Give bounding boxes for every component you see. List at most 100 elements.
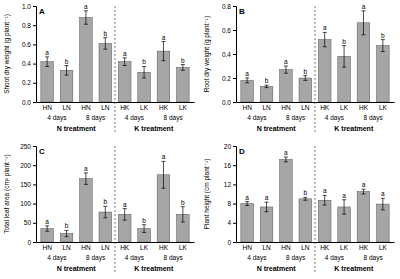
error-bar bbox=[181, 207, 185, 222]
error-cap bbox=[45, 231, 49, 232]
error-line bbox=[124, 209, 125, 221]
error-bar bbox=[45, 226, 49, 231]
error-line bbox=[305, 197, 306, 200]
y-tick-label: 0.4 bbox=[222, 51, 231, 58]
x-tick-label: LN bbox=[62, 104, 71, 111]
y-tick-mark bbox=[33, 44, 36, 45]
x-axis-line bbox=[37, 242, 195, 243]
y-tick-mark bbox=[33, 146, 36, 147]
separator bbox=[315, 6, 316, 133]
x-tick: LN bbox=[101, 242, 110, 251]
error-cap bbox=[323, 32, 327, 33]
error-bar bbox=[265, 202, 269, 212]
y-tick: 250 bbox=[20, 143, 36, 150]
treatment-label: K treatment bbox=[134, 265, 174, 272]
x-tick-label: HK bbox=[159, 104, 169, 111]
error-cap bbox=[303, 80, 307, 81]
y-tick-label: 0 bbox=[27, 239, 31, 246]
x-tick: HN bbox=[281, 242, 291, 251]
error-bar bbox=[65, 230, 69, 236]
y-tick: 0.6 bbox=[22, 41, 36, 48]
y-tick-mark bbox=[33, 102, 36, 103]
error-line bbox=[363, 11, 364, 35]
y-tick: 0.4 bbox=[22, 60, 36, 67]
significance-letter: b bbox=[103, 198, 107, 205]
y-tick: 4 bbox=[227, 219, 236, 226]
y-tick-mark bbox=[33, 204, 36, 205]
error-cap bbox=[161, 60, 165, 61]
y-axis-line bbox=[33, 147, 37, 243]
y-tick-mark bbox=[33, 6, 36, 7]
y-tick-mark bbox=[233, 184, 236, 185]
panel: abababab0.00.20.40.60.8HNLNHNLNHKLKHKLK4… bbox=[203, 3, 395, 133]
y-axis: 0.00.20.40.60.8 bbox=[222, 3, 237, 106]
significance-letter: a bbox=[265, 194, 269, 201]
bar bbox=[299, 199, 312, 242]
y-tick: 0.2 bbox=[222, 75, 236, 82]
x-tick: HK bbox=[359, 242, 369, 251]
y-tick-mark bbox=[233, 165, 236, 166]
error-cap bbox=[181, 222, 185, 223]
error-bar bbox=[284, 157, 288, 162]
x-tick: HK bbox=[320, 102, 330, 111]
error-cap bbox=[265, 85, 269, 86]
y-tick-label: 0.2 bbox=[22, 79, 31, 86]
error-bar bbox=[303, 76, 307, 81]
y-axis: 048121620 bbox=[224, 143, 237, 246]
error-line bbox=[66, 230, 67, 236]
error-cap bbox=[303, 197, 307, 198]
error-cap bbox=[181, 206, 185, 207]
error-cap bbox=[103, 37, 107, 38]
separator bbox=[315, 146, 316, 273]
bar bbox=[357, 23, 370, 102]
y-tick-mark bbox=[233, 78, 236, 79]
y-tick-label: 20 bbox=[224, 143, 232, 150]
significance-letter: a bbox=[284, 58, 288, 65]
y-axis: 0.00.20.40.60.81.0 bbox=[22, 3, 37, 106]
error-line bbox=[85, 11, 86, 24]
error-bar bbox=[181, 65, 185, 71]
bar bbox=[80, 179, 93, 242]
figure: abababab0.00.20.40.60.81.0HNLNHNLNHKLKHK… bbox=[0, 0, 400, 279]
panel-label: B bbox=[239, 7, 245, 16]
panel-label: D bbox=[239, 147, 245, 156]
x-tick-label: LK bbox=[179, 104, 188, 111]
significance-letter: a bbox=[381, 190, 385, 197]
error-cap bbox=[65, 75, 69, 76]
x-tick-label: HK bbox=[120, 104, 130, 111]
error-bar bbox=[142, 66, 146, 78]
x-tick-label: HK bbox=[120, 244, 130, 251]
error-line bbox=[285, 66, 286, 73]
error-cap bbox=[45, 56, 49, 57]
error-line bbox=[247, 78, 248, 83]
y-tick-label: 100 bbox=[20, 200, 31, 207]
group-label: 4 days bbox=[125, 114, 145, 122]
error-bar bbox=[361, 11, 365, 35]
x-tick-label: HN bbox=[281, 244, 291, 251]
x-tick: LN bbox=[301, 242, 310, 251]
group-label: 8 days bbox=[86, 114, 106, 122]
x-tick: HN bbox=[81, 242, 91, 251]
y-tick: 16 bbox=[224, 162, 236, 169]
error-bar bbox=[323, 32, 327, 46]
y-axis-title: Shoot dry weight (g plant⁻¹) bbox=[3, 14, 11, 94]
x-tick: HN bbox=[242, 102, 252, 111]
y-tick: 0 bbox=[27, 239, 36, 246]
error-cap bbox=[284, 66, 288, 67]
bar bbox=[357, 192, 370, 242]
x-tick: LK bbox=[140, 242, 149, 251]
error-bar bbox=[45, 57, 49, 67]
y-tick-mark bbox=[33, 165, 36, 166]
x-tick-label: LN bbox=[101, 244, 110, 251]
error-cap bbox=[342, 45, 346, 46]
error-bar bbox=[84, 11, 88, 24]
error-line bbox=[182, 207, 183, 222]
error-cap bbox=[45, 66, 49, 67]
y-tick-label: 0.8 bbox=[22, 22, 31, 29]
error-bar bbox=[103, 38, 107, 50]
error-bar bbox=[245, 78, 249, 83]
y-tick-label: 4 bbox=[227, 219, 231, 226]
treatment-label: N treatment bbox=[57, 125, 97, 132]
significance-letter: a bbox=[123, 50, 127, 57]
error-cap bbox=[45, 225, 49, 226]
